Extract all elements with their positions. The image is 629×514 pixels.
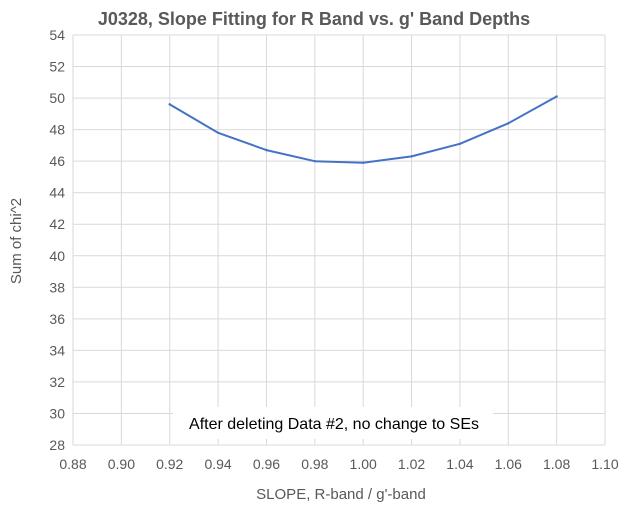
grid-layer (72, 34, 606, 446)
x-tick-label: 0.98 (301, 456, 328, 472)
y-tick-label: 40 (49, 248, 65, 264)
y-tick-label: 32 (49, 374, 65, 390)
series-layer (168, 95, 558, 164)
annotation-text: After deleting Data #2, no change to SEs (189, 416, 479, 433)
y-tick-label: 46 (49, 153, 65, 169)
annotation-background (173, 407, 493, 439)
y-tick-label: 34 (49, 342, 65, 358)
y-tick-label: 48 (49, 122, 65, 138)
x-tick-label: 1.08 (543, 456, 570, 472)
y-tick-label: 38 (49, 279, 65, 295)
y-tick-label: 28 (49, 437, 65, 453)
y-tick-label: 52 (49, 59, 65, 75)
y-tick-label: 50 (49, 90, 65, 106)
x-tick-label: 1.02 (398, 456, 425, 472)
data-point (313, 159, 317, 163)
x-tick-label: 1.04 (446, 456, 473, 472)
data-point (361, 161, 365, 164)
y-tick-label: 42 (49, 216, 65, 232)
data-point (555, 95, 558, 98)
x-tick-label: 0.96 (253, 456, 280, 472)
x-tick-label: 1.00 (350, 456, 377, 472)
data-point (458, 142, 462, 146)
y-axis-label: Sum of chi^2 (8, 198, 25, 284)
y-tick-label: 36 (49, 311, 65, 327)
data-point (168, 103, 171, 106)
data-point (265, 148, 268, 152)
ticks-layer: 28 30 32 34 36 38 40 42 44 46 48 50 52 54 0.88 0.90 0.92… (49, 27, 618, 472)
x-tick-label: 1.06 (495, 456, 522, 472)
x-tick-label: 0.94 (204, 456, 231, 472)
x-tick-label: 0.90 (108, 456, 135, 472)
data-point (507, 122, 510, 125)
x-tick-label: 0.92 (156, 456, 183, 472)
chart-title: J0328, Slope Fitting for R Band vs. g' B… (98, 9, 530, 29)
y-tick-label: 54 (49, 27, 65, 43)
x-tick-label: 1.10 (591, 456, 618, 472)
x-tick-label: 0.88 (59, 456, 86, 472)
data-point (410, 155, 413, 158)
data-point (216, 131, 220, 134)
y-tick-label: 30 (49, 405, 65, 421)
y-tick-label: 44 (49, 185, 65, 201)
x-axis-label: SLOPE, R-band / g'-band (256, 486, 426, 503)
